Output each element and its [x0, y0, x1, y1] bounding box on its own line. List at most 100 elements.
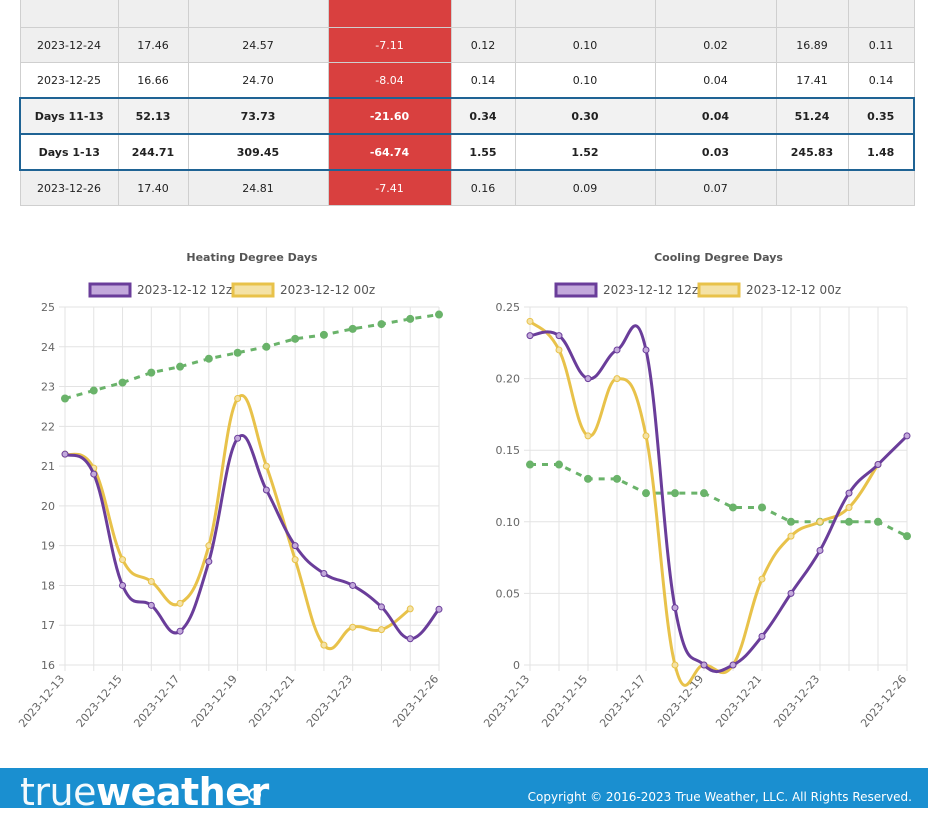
data-point-normal — [903, 532, 911, 541]
data-point-00z — [262, 462, 270, 470]
data-point-normal — [555, 460, 563, 469]
x-tick-label: 2023-12-23 — [304, 673, 355, 730]
y-tick-label: 0.25 — [496, 301, 521, 314]
table-cell: 309.45 — [187, 133, 329, 171]
data-point-12z — [729, 661, 737, 669]
data-point-12z — [377, 603, 385, 611]
table-cell: 0.10 — [514, 62, 656, 99]
table-cell: 16.66 — [117, 62, 189, 99]
table-row: 2023-12-25 16.66 24.70 -8.04 0.14 0.10 0.04 17.… — [19, 62, 915, 99]
data-point-normal — [845, 517, 853, 526]
table-row: Days 11-13 52.13 73.73 -21.60 0.34 0.30 0.04 51… — [19, 97, 915, 135]
data-point-12z — [874, 461, 882, 469]
table-cell: 1.48 — [847, 133, 915, 171]
heating-degree-days-chart: Heating Degree Days 2023-12-12 12z 2023-12… — [0, 240, 464, 740]
y-tick-label: 0.10 — [496, 516, 521, 529]
data-point-00z — [526, 317, 534, 325]
data-point-normal — [874, 517, 882, 526]
data-point-normal — [348, 324, 357, 333]
table-cell — [654, 0, 777, 28]
legend-swatch — [88, 282, 132, 298]
data-point-normal — [584, 474, 592, 483]
y-tick-label: 23 — [41, 381, 55, 394]
table-cell — [847, 0, 915, 28]
data-point-12z — [406, 635, 414, 643]
legend-label: 2023-12-12 00z — [746, 283, 841, 297]
data-point-12z — [584, 375, 592, 383]
table-cell: 0.07 — [654, 169, 777, 206]
y-tick-label: 20 — [41, 500, 55, 513]
table-cell: -7.41 — [327, 169, 452, 206]
series-line-normal — [64, 313, 440, 400]
x-tick-label: 2023-12-26 — [858, 673, 909, 730]
table-cell: 0.04 — [654, 62, 777, 99]
data-point-00z — [406, 605, 414, 613]
x-tick-label: 2023-12-17 — [131, 673, 182, 730]
x-tick-label: 2023-12-13 — [16, 673, 67, 730]
table-row: 2023-12-26 17.40 24.81 -7.41 0.16 0.09 0.07 — [19, 169, 915, 206]
data-point-00z — [758, 575, 766, 583]
data-point-normal — [729, 503, 737, 512]
table-cell — [775, 0, 849, 28]
y-tick-label: 19 — [41, 540, 55, 553]
cooling-degree-days-chart: Cooling Degree Days 2023-12-12 12z 2023-12… — [464, 240, 928, 740]
table-cell: 0.12 — [450, 27, 516, 63]
legend-swatch — [697, 282, 741, 298]
data-point-normal — [613, 474, 621, 483]
x-tick-label: 2023-12-13 — [481, 673, 532, 730]
table-cell: 0.16 — [450, 169, 516, 206]
data-point-00z — [787, 532, 795, 540]
y-tick-label: 21 — [41, 460, 55, 473]
logo-text-true: true — [20, 770, 97, 814]
legend-swatch — [554, 282, 598, 298]
table-cell: 24.57 — [187, 27, 329, 63]
table-row: Days 1-13 244.71 309.45 -64.74 1.55 1.52 0.03 2… — [19, 133, 915, 171]
x-tick-label: 2023-12-21 — [713, 673, 764, 730]
data-point-12z — [845, 489, 853, 497]
data-point-12z — [816, 546, 824, 554]
table-row — [19, 0, 915, 28]
data-point-normal — [319, 330, 328, 339]
data-point-12z — [642, 346, 650, 354]
y-tick-label: 0.20 — [496, 373, 521, 386]
data-point-12z — [90, 470, 98, 478]
data-point-normal — [89, 386, 98, 395]
data-point-00z — [642, 432, 650, 440]
table-cell — [514, 0, 656, 28]
legend-label: 2023-12-12 00z — [280, 283, 375, 297]
data-point-normal — [406, 314, 415, 323]
table-cell — [117, 0, 189, 28]
x-tick-label: 2023-12-21 — [246, 673, 297, 730]
table-cell: 0.30 — [514, 97, 656, 135]
data-point-normal — [233, 348, 242, 357]
y-tick-label: 0 — [513, 659, 520, 672]
data-point-12z — [234, 434, 242, 442]
data-point-00z — [671, 661, 679, 669]
table-cell — [187, 0, 329, 28]
legend-label: 2023-12-12 12z — [603, 283, 698, 297]
table-cell: 0.09 — [514, 169, 656, 206]
footer-bar: trueweather Copyright © 2016-2023 True W… — [0, 768, 928, 812]
data-point-00z — [147, 577, 155, 585]
copyright-text: Copyright © 2016-2023 True Weather, LLC.… — [527, 790, 912, 804]
y-tick-label: 16 — [41, 659, 55, 672]
data-point-normal — [291, 334, 300, 343]
table-cell: 0.11 — [847, 27, 915, 63]
table-cell: 2023-12-25 — [19, 62, 119, 99]
logo-text-weather: weather — [96, 770, 269, 814]
table-cell: 0.02 — [654, 27, 777, 63]
x-tick-label: 2023-12-15 — [539, 673, 590, 730]
table-cell: 0.14 — [847, 62, 915, 99]
table-cell: 2023-12-24 — [19, 27, 119, 63]
table-cell: 244.71 — [117, 133, 189, 171]
x-tick-label: 2023-12-26 — [390, 673, 441, 730]
table-cell: 0.10 — [514, 27, 656, 63]
data-point-12z — [613, 346, 621, 354]
table-cell: 2023-12-26 — [19, 169, 119, 206]
data-point-12z — [291, 542, 299, 550]
table-cell — [450, 0, 516, 28]
data-point-00z — [234, 394, 242, 402]
data-point-00z — [119, 556, 127, 564]
trueweather-logo[interactable]: trueweather — [20, 772, 269, 812]
data-point-00z — [845, 503, 853, 511]
